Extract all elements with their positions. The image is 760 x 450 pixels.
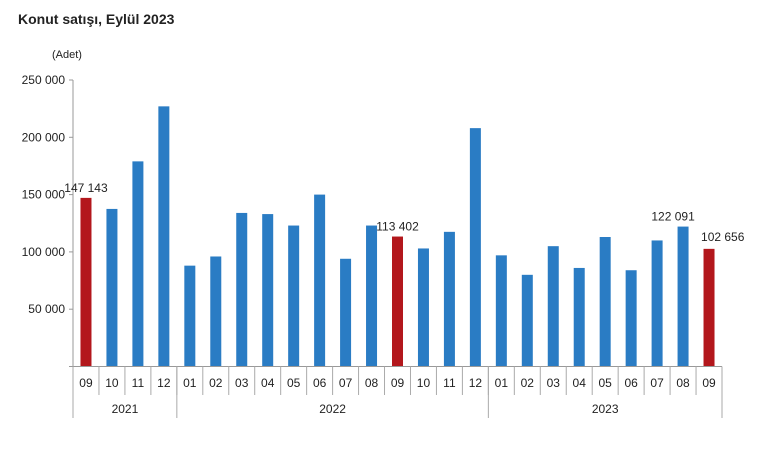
bar — [495, 255, 507, 367]
x-tick-label: 07 — [339, 376, 353, 390]
x-tick-label: 07 — [650, 376, 664, 390]
bar — [547, 246, 559, 367]
x-tick-label: 05 — [287, 376, 301, 390]
year-label: 2021 — [112, 402, 139, 416]
bar — [236, 212, 248, 367]
x-tick-label: 05 — [599, 376, 613, 390]
x-tick-label: 04 — [573, 376, 587, 390]
y-tick-label: 150 000 — [22, 188, 66, 202]
bar — [288, 225, 300, 367]
bar — [366, 225, 378, 367]
x-tick-label: 02 — [209, 376, 223, 390]
x-tick-label: 11 — [132, 376, 145, 390]
bar — [340, 258, 352, 367]
x-tick-label: 04 — [261, 376, 275, 390]
y-tick-label: 250 000 — [22, 73, 66, 87]
bar — [443, 231, 455, 367]
chart-title: Konut satışı, Eylül 2023 — [18, 11, 175, 27]
x-tick-label: 12 — [469, 376, 483, 390]
bar — [80, 197, 92, 367]
bar — [392, 236, 403, 367]
x-tick-label: 01 — [183, 376, 197, 390]
bar — [417, 248, 429, 367]
bar — [132, 161, 144, 367]
x-tick-label: 02 — [521, 376, 535, 390]
x-tick-label: 08 — [676, 376, 690, 390]
x-tick-label: 03 — [235, 376, 249, 390]
data-label: 102 656 — [701, 230, 745, 244]
x-tick-label: 09 — [391, 376, 405, 390]
x-tick-label: 10 — [417, 376, 431, 390]
bar — [651, 240, 663, 367]
data-label: 147 143 — [64, 181, 108, 195]
bar — [703, 248, 715, 367]
x-tick-label: 09 — [702, 376, 716, 390]
bar — [573, 267, 585, 367]
y-tick-label: 100 000 — [22, 245, 66, 259]
x-tick-label: 01 — [495, 376, 509, 390]
bar — [469, 128, 481, 367]
x-tick-label: 06 — [313, 376, 327, 390]
x-tick-label: 11 — [443, 376, 456, 390]
x-tick-label: 08 — [365, 376, 379, 390]
bar — [210, 256, 222, 367]
data-label: 122 091 — [651, 210, 695, 224]
x-tick-label: 03 — [547, 376, 561, 390]
year-label: 2022 — [319, 402, 346, 416]
x-tick-label: 06 — [624, 376, 638, 390]
y-tick-label: 200 000 — [22, 130, 66, 144]
bar — [677, 226, 689, 367]
bar — [314, 194, 326, 367]
bar — [521, 274, 533, 367]
y-axis-label: (Adet) — [52, 49, 82, 61]
bar — [184, 265, 196, 367]
x-tick-label: 12 — [157, 376, 171, 390]
bar — [262, 214, 274, 367]
bar — [625, 270, 637, 367]
bar — [599, 237, 611, 367]
bar — [106, 208, 118, 367]
bar — [158, 106, 170, 367]
data-label: 113 402 — [376, 220, 419, 234]
year-label: 2023 — [592, 402, 619, 416]
x-tick-label: 10 — [105, 376, 119, 390]
x-tick-label: 09 — [79, 376, 93, 390]
y-tick-label: 50 000 — [28, 302, 65, 316]
